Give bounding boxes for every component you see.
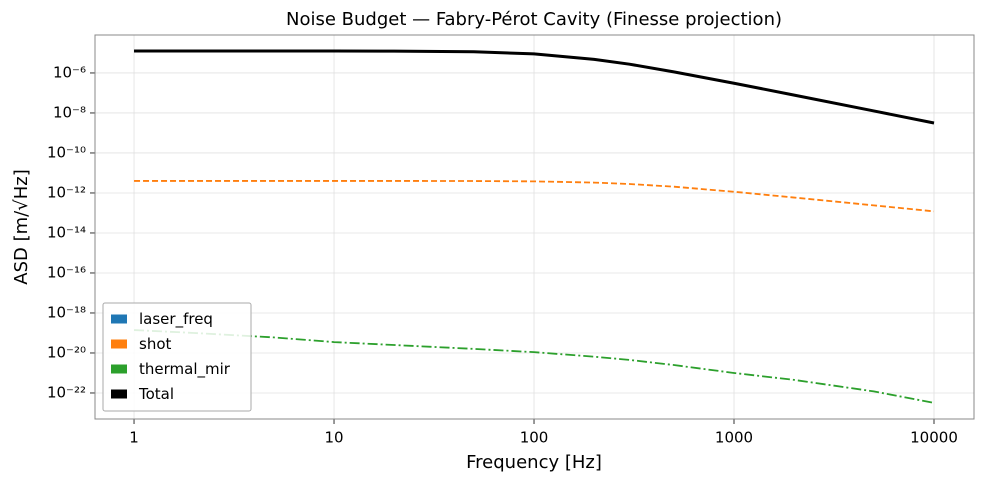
series-line	[134, 180, 935, 213]
y-tick-label: 10⁻⁶	[53, 63, 86, 81]
legend-swatch	[111, 364, 127, 374]
legend-swatch	[111, 339, 127, 349]
y-tick-label: 10⁻¹⁴	[47, 223, 86, 241]
x-axis-label: Frequency [Hz]	[466, 452, 602, 473]
x-tick-label: 10000	[910, 429, 958, 447]
legend-label: thermal_mir	[139, 360, 231, 379]
y-tick-label: 10⁻²⁰	[47, 343, 86, 361]
series-line	[134, 49, 935, 125]
x-tick-label: 1	[129, 429, 139, 447]
series-line	[133, 329, 935, 404]
legend-swatch	[111, 314, 127, 324]
legend-label: Total	[138, 385, 174, 403]
x-tick-label: 100	[520, 429, 549, 447]
y-tick-label: 10⁻¹²	[47, 183, 86, 201]
legend-label: laser_freq	[139, 310, 213, 329]
y-tick-label: 10⁻¹⁰	[47, 143, 86, 161]
legend-box	[102, 302, 252, 412]
y-axis-label: ASD [m/√Hz]	[11, 169, 32, 284]
plot-frame	[94, 34, 975, 420]
y-tick-label: 10⁻⁸	[53, 103, 86, 121]
y-tick-label: 10⁻¹⁸	[47, 303, 86, 321]
y-tick-label: 10⁻¹⁶	[47, 263, 86, 281]
y-tick-label: 10⁻²²	[47, 383, 86, 401]
x-tick-label: 1000	[715, 429, 753, 447]
legend-label: shot	[139, 335, 171, 353]
chart-title: Noise Budget — Fabry-Pérot Cavity (Fines…	[286, 9, 782, 30]
x-tick-label: 10	[324, 429, 343, 447]
legend-swatch	[111, 389, 127, 399]
